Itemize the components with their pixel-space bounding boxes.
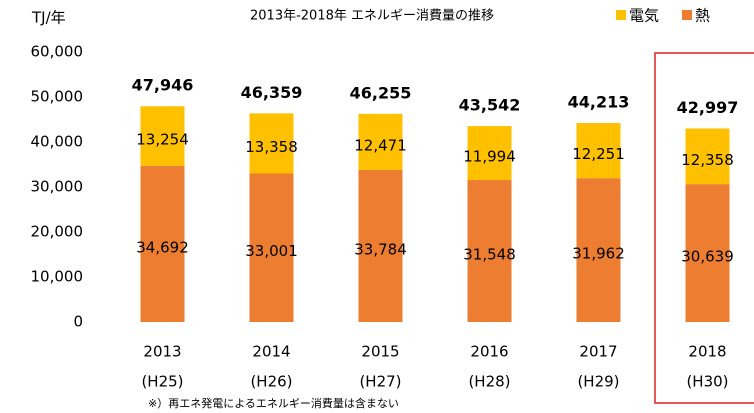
- bar-segment: [249, 173, 294, 322]
- y-tick-label: 60,000: [31, 43, 84, 61]
- legend-label: 熱: [695, 7, 710, 25]
- value-label: 12,358: [681, 151, 734, 169]
- y-tick-label: 10,000: [31, 268, 84, 286]
- bar-segment: [140, 106, 185, 166]
- total-label: 46,255: [350, 83, 412, 102]
- value-label: 30,639: [681, 248, 734, 266]
- bar-segment: [576, 178, 621, 322]
- bar-segment: [685, 184, 730, 322]
- note: ※）再エネ発電によるエネルギー消費量は含まない: [148, 396, 399, 410]
- x-tick-sublabel: (H26): [250, 373, 292, 391]
- y-tick-label: 0: [73, 313, 83, 331]
- value-label: 33,784: [354, 240, 407, 258]
- x-tick-sublabel: (H28): [468, 373, 510, 391]
- x-tick-label: 2013: [143, 343, 181, 361]
- value-label: 34,692: [136, 238, 189, 256]
- x-tick-sublabel: (H29): [577, 373, 619, 391]
- value-label: 12,471: [354, 136, 407, 154]
- y-tick-label: 20,000: [31, 223, 84, 241]
- bar-segment: [249, 113, 294, 174]
- bar-segment: [467, 126, 512, 181]
- x-tick-label: 2016: [470, 343, 508, 361]
- value-label: 33,001: [245, 242, 298, 260]
- legend-label: 電気: [629, 7, 659, 25]
- legend-swatch: [682, 10, 692, 20]
- highlight-box: [654, 52, 754, 404]
- value-label: 31,548: [463, 246, 516, 264]
- y-tick-label: 40,000: [31, 133, 84, 151]
- x-tick-label: 2017: [579, 343, 617, 361]
- total-label: 43,542: [459, 96, 521, 115]
- y-tick-label: 50,000: [31, 88, 84, 106]
- chart-title: 2013年-2018年 エネルギー消費量の推移: [250, 9, 494, 24]
- bar-segment: [467, 180, 512, 322]
- x-tick-sublabel: (H30): [686, 373, 728, 391]
- total-label: 46,359: [241, 83, 303, 102]
- total-label: 42,997: [677, 98, 739, 117]
- bar-segment: [685, 128, 730, 185]
- y-axis-label: TJ/年: [31, 9, 66, 27]
- total-label: 44,213: [568, 93, 630, 112]
- value-label: 31,962: [572, 245, 625, 263]
- x-tick-sublabel: (H27): [359, 373, 401, 391]
- x-tick-label: 2015: [361, 343, 399, 361]
- x-tick-label: 2018: [688, 343, 726, 361]
- bar-segment: [358, 113, 403, 170]
- bar-segment: [576, 123, 621, 179]
- y-tick-label: 30,000: [31, 178, 84, 196]
- value-label: 13,358: [245, 138, 298, 156]
- legend-swatch: [616, 10, 626, 20]
- x-tick-sublabel: (H25): [141, 373, 183, 391]
- bar-segment: [358, 169, 403, 322]
- bar-segment: [140, 165, 185, 322]
- value-label: 12,251: [572, 145, 625, 163]
- total-label: 47,946: [132, 76, 194, 95]
- x-tick-label: 2014: [252, 343, 290, 361]
- value-label: 11,994: [463, 148, 516, 166]
- value-label: 13,254: [136, 131, 189, 149]
